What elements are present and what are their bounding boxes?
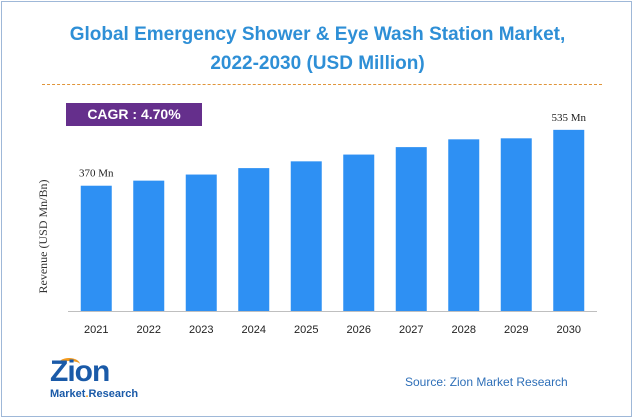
x-tick-2027: 2027 (399, 324, 423, 336)
source-note: Source: Zion Market Research (405, 375, 568, 389)
x-tick-2021: 2021 (84, 324, 108, 336)
y-axis-label: Revenue (USD Mn/Bn) (36, 180, 50, 294)
bar-2024 (238, 168, 270, 311)
bar-2021 (80, 185, 112, 311)
chart-title-line-1: Global Emergency Shower & Eye Wash Stati… (69, 24, 566, 45)
title-divider (42, 84, 602, 85)
bar-2025 (290, 161, 322, 311)
bar-2026 (343, 154, 375, 311)
bar-group (80, 129, 585, 311)
bar-2023 (185, 174, 217, 311)
bar-2022 (133, 180, 165, 311)
data-label-2030: 535 Mn (551, 112, 586, 124)
x-tick-2029: 2029 (504, 324, 528, 336)
logo-sub-left: Market (50, 388, 86, 400)
logo-arc-icon (58, 358, 80, 371)
chart-title: Global Emergency Shower & Eye Wash Stati… (0, 20, 635, 78)
zion-logo: Zion Market.Research (50, 357, 150, 407)
x-tick-labels: 2021 2022 2023 2024 2025 2026 2027 2028 2029 2030 (84, 324, 581, 336)
x-tick-2023: 2023 (189, 324, 213, 336)
data-labels: 370 Mn 535 Mn (79, 112, 587, 180)
data-label-2021: 370 Mn (79, 168, 114, 180)
logo-sub-right: Research (88, 388, 139, 400)
x-tick-2026: 2026 (347, 324, 371, 336)
bar-2027 (395, 147, 427, 311)
chart-title-line-2: 2022-2030 (USD Million) (210, 53, 425, 74)
logo-sub-text: Market.Research (50, 388, 138, 400)
x-tick-2022: 2022 (137, 324, 161, 336)
x-tick-2024: 2024 (242, 324, 266, 336)
x-tick-2028: 2028 (452, 324, 476, 336)
logo-sub-dot: . (85, 388, 89, 400)
bar-2030 (553, 129, 585, 311)
bar-2028 (448, 139, 480, 311)
x-tick-2025: 2025 (294, 324, 318, 336)
x-tick-2030: 2030 (557, 324, 581, 336)
logo-main-text: Zion (50, 355, 110, 388)
cagr-badge: CAGR : 4.70% (66, 103, 202, 126)
bar-2029 (500, 138, 532, 311)
